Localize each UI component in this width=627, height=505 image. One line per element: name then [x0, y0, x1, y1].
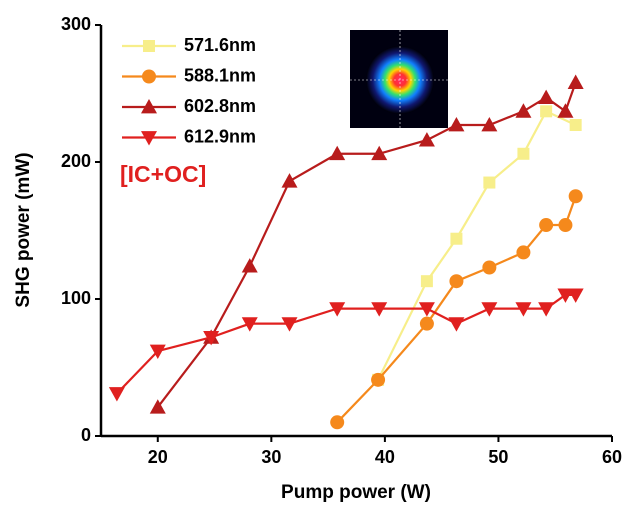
marker [449, 274, 464, 289]
marker [540, 105, 553, 118]
x-axis-label: Pump power (W) [281, 482, 431, 503]
y-tick-label: 200 [61, 151, 91, 171]
y-tick-label: 300 [61, 14, 91, 34]
marker [558, 218, 573, 233]
marker [569, 119, 582, 132]
marker [281, 317, 298, 332]
marker [241, 258, 258, 273]
marker [567, 288, 584, 303]
legend-marker [141, 99, 157, 114]
marker [329, 145, 346, 161]
x-tick-label: 60 [602, 447, 622, 467]
marker [149, 399, 166, 414]
x-tick-label: 50 [488, 447, 508, 467]
legend-label: 602.8nm [184, 96, 256, 116]
marker [448, 317, 465, 332]
marker [483, 176, 496, 189]
marker [108, 387, 125, 402]
beam-inset [350, 30, 448, 128]
marker [557, 288, 574, 303]
marker [482, 260, 497, 275]
marker [567, 74, 584, 89]
series-line [116, 293, 576, 395]
marker [568, 189, 583, 204]
legend-label: 612.9nm [184, 126, 256, 146]
marker [330, 415, 345, 430]
marker [539, 218, 554, 233]
y-tick-label: 100 [61, 288, 91, 308]
legend-marker [143, 40, 155, 52]
y-axis-label: SHG power (mW) [13, 152, 34, 307]
marker [371, 372, 386, 387]
marker [371, 302, 388, 317]
marker [418, 302, 435, 317]
marker [450, 232, 463, 245]
marker [516, 245, 531, 260]
marker [557, 103, 574, 118]
y-tick-label: 0 [81, 425, 91, 445]
marker [241, 317, 258, 332]
marker [517, 147, 530, 160]
marker [420, 275, 433, 288]
series-line [377, 109, 577, 381]
marker [515, 103, 532, 118]
marker [419, 316, 434, 331]
marker [371, 145, 388, 161]
marker [329, 302, 346, 317]
x-tick-label: 30 [261, 447, 281, 467]
marker [515, 302, 532, 317]
marker [203, 330, 220, 346]
marker [281, 173, 298, 188]
annotation: [IC+OC] [120, 161, 206, 187]
legend-marker [142, 69, 156, 84]
x-tick-label: 40 [375, 447, 395, 467]
marker [481, 302, 498, 317]
legend-label: 588.1nm [184, 65, 256, 85]
marker [149, 344, 166, 360]
marker [538, 89, 555, 105]
marker [448, 117, 465, 132]
x-tick-label: 20 [148, 447, 168, 467]
marker [418, 132, 435, 147]
legend-label: 571.6nm [184, 35, 256, 55]
legend-marker [141, 131, 157, 146]
marker [538, 302, 555, 317]
marker [481, 117, 498, 132]
